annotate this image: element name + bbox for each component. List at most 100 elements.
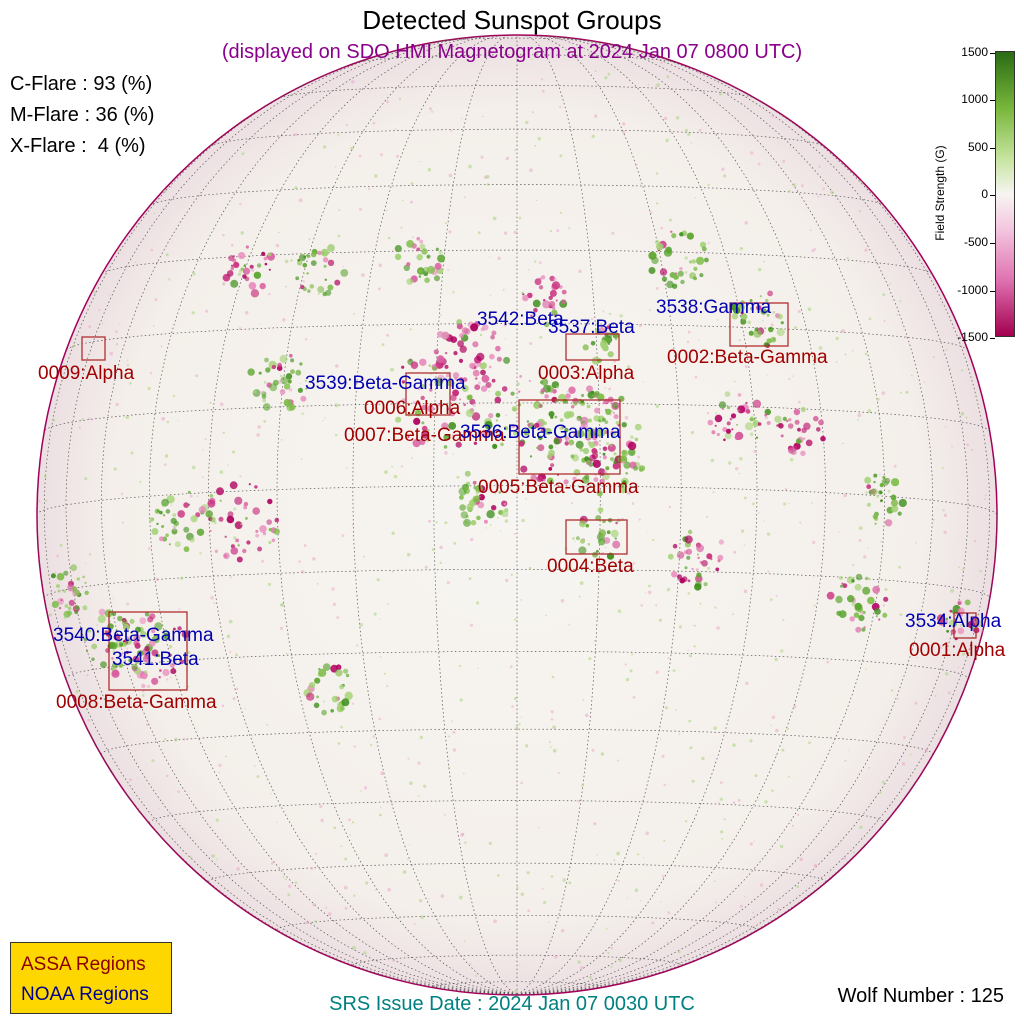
field-speckle: [513, 697, 517, 700]
field-speckle: [180, 576, 184, 580]
field-speckle: [932, 356, 935, 359]
field-speckle: [537, 137, 541, 141]
field-patch: [695, 568, 699, 572]
field-patch: [513, 431, 518, 436]
field-patch: [64, 604, 69, 608]
colorbar-tick: 1000: [961, 92, 988, 106]
field-speckle: [218, 763, 222, 767]
colorbar-tick-mark: [990, 243, 995, 244]
field-speckle: [678, 625, 683, 629]
field-speckle: [419, 899, 423, 903]
field-patch: [254, 485, 258, 489]
field-patch: [794, 419, 800, 425]
field-speckle: [363, 786, 368, 790]
field-patch: [597, 507, 604, 513]
field-speckle: [163, 463, 167, 467]
field-patch: [247, 368, 255, 376]
field-speckle: [326, 202, 328, 204]
field-speckle: [546, 321, 548, 324]
field-speckle: [944, 672, 949, 676]
field-speckle: [378, 287, 381, 291]
field-patch: [880, 499, 883, 503]
field-speckle: [141, 694, 145, 697]
field-speckle: [648, 590, 652, 595]
field-patch: [740, 318, 747, 325]
field-patch: [466, 394, 472, 401]
field-speckle: [282, 318, 286, 322]
field-patch: [421, 404, 427, 411]
field-speckle: [547, 921, 550, 923]
field-speckle: [622, 122, 626, 126]
field-speckle: [186, 833, 189, 835]
noaa-region-label: 3540:Beta-Gamma: [53, 625, 214, 646]
field-patch: [343, 668, 349, 674]
field-speckle: [594, 70, 597, 73]
field-speckle: [300, 569, 305, 574]
field-patch: [648, 267, 656, 274]
field-patch: [476, 352, 485, 361]
field-patch: [248, 282, 257, 290]
field-speckle: [521, 518, 525, 523]
field-speckle: [349, 834, 352, 836]
field-speckle: [865, 491, 868, 494]
field-speckle: [393, 474, 398, 479]
field-patch: [472, 495, 480, 503]
field-patch: [416, 254, 423, 261]
field-patch: [594, 407, 601, 414]
field-patch: [125, 650, 129, 654]
field-patch: [579, 538, 586, 544]
field-speckle: [147, 386, 151, 391]
field-patch: [255, 529, 259, 533]
field-patch: [861, 627, 866, 632]
field-speckle: [766, 532, 771, 536]
noaa-region-label: 3541:Beta: [112, 649, 199, 670]
field-speckle: [788, 189, 791, 192]
field-speckle: [763, 260, 765, 263]
field-speckle: [290, 259, 293, 262]
field-patch: [559, 426, 563, 431]
field-patch: [456, 319, 463, 325]
field-patch: [268, 527, 272, 532]
field-patch: [304, 379, 307, 382]
field-speckle: [177, 420, 180, 422]
field-patch: [243, 264, 247, 268]
field-patch: [310, 251, 317, 258]
field-speckle: [317, 292, 320, 295]
field-speckle: [879, 791, 882, 794]
field-speckle: [489, 294, 492, 296]
field-speckle: [270, 861, 274, 865]
field-speckle: [336, 616, 340, 619]
grid-line: [208, 35, 518, 995]
field-speckle: [398, 98, 402, 101]
field-speckle: [381, 343, 385, 346]
field-speckle: [538, 261, 542, 264]
field-speckle: [302, 280, 305, 283]
field-speckle: [256, 433, 260, 437]
field-patch: [740, 313, 748, 321]
field-patch: [441, 331, 450, 340]
field-speckle: [270, 793, 272, 795]
field-speckle: [951, 446, 953, 448]
field-speckle: [239, 475, 242, 478]
field-speckle: [690, 348, 694, 353]
field-patch: [854, 583, 862, 591]
field-patch: [765, 298, 769, 303]
field-patch: [129, 618, 135, 624]
field-patch: [503, 435, 507, 439]
field-patch: [663, 248, 673, 257]
field-patch: [606, 530, 611, 535]
field-speckle: [538, 826, 540, 829]
field-speckle: [504, 338, 506, 340]
field-speckle: [565, 566, 570, 571]
field-patch: [417, 401, 421, 405]
field-patch: [576, 536, 580, 541]
field-speckle: [881, 391, 886, 396]
field-speckle: [732, 801, 735, 804]
field-patch: [340, 706, 345, 711]
field-speckle: [647, 83, 650, 86]
field-speckle: [168, 278, 171, 281]
field-speckle: [409, 781, 413, 785]
field-patch: [491, 378, 496, 383]
field-speckle: [230, 243, 234, 247]
field-patch: [480, 385, 488, 392]
